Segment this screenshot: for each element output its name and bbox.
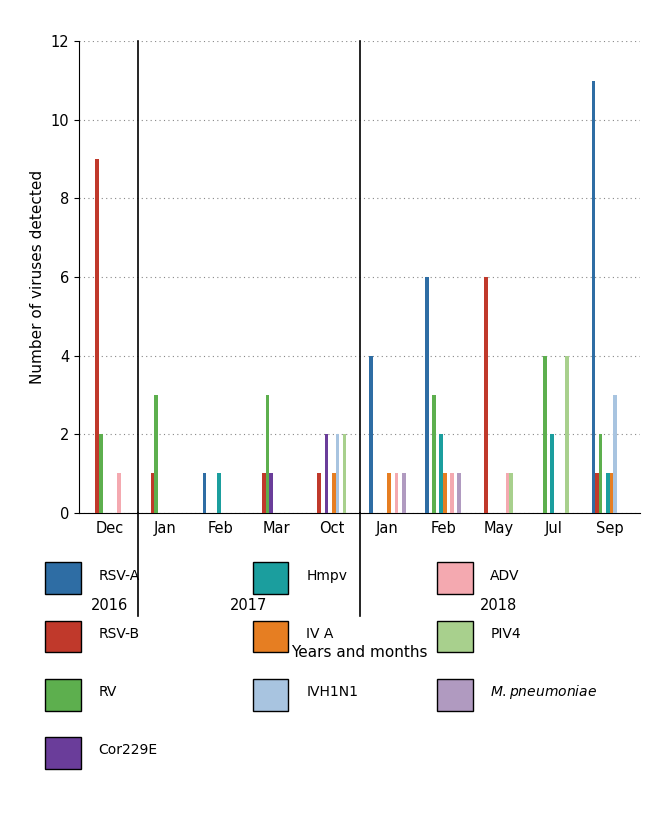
FancyBboxPatch shape — [253, 679, 288, 710]
Bar — [395, 473, 398, 513]
Bar — [432, 395, 436, 513]
Bar — [550, 434, 554, 513]
Text: Hmpv: Hmpv — [306, 569, 347, 582]
Bar — [203, 473, 207, 513]
Bar — [606, 473, 610, 513]
Bar — [610, 473, 613, 513]
Bar — [317, 473, 321, 513]
Bar — [565, 356, 568, 513]
Text: RV: RV — [98, 685, 117, 699]
Bar — [484, 277, 488, 513]
FancyBboxPatch shape — [253, 620, 288, 653]
Bar — [332, 473, 335, 513]
Text: Cor229E: Cor229E — [98, 743, 158, 758]
Text: 2016: 2016 — [91, 598, 129, 613]
Bar — [343, 434, 346, 513]
Text: IV A: IV A — [306, 627, 333, 641]
FancyBboxPatch shape — [437, 562, 473, 594]
Bar — [262, 473, 265, 513]
FancyBboxPatch shape — [45, 562, 81, 594]
Bar — [440, 434, 443, 513]
Bar — [506, 473, 510, 513]
Bar — [151, 473, 154, 513]
Bar — [99, 434, 102, 513]
Text: 2018: 2018 — [480, 598, 517, 613]
Bar — [443, 473, 447, 513]
Y-axis label: Number of viruses detected: Number of viruses detected — [30, 170, 46, 384]
Bar — [402, 473, 405, 513]
Bar — [154, 395, 158, 513]
Text: RSV-B: RSV-B — [98, 627, 139, 641]
FancyBboxPatch shape — [45, 620, 81, 653]
Bar — [599, 434, 603, 513]
Text: IVH1N1: IVH1N1 — [306, 685, 358, 699]
FancyBboxPatch shape — [45, 679, 81, 710]
Bar — [217, 473, 221, 513]
Bar — [370, 356, 373, 513]
Text: PIV4: PIV4 — [490, 627, 521, 641]
Bar — [269, 473, 273, 513]
Bar — [595, 473, 599, 513]
FancyBboxPatch shape — [437, 679, 473, 710]
FancyBboxPatch shape — [253, 562, 288, 594]
Bar — [265, 395, 269, 513]
FancyBboxPatch shape — [45, 737, 81, 769]
Bar — [335, 434, 339, 513]
Text: ADV: ADV — [490, 569, 520, 582]
Text: 2017: 2017 — [230, 598, 267, 613]
Bar — [510, 473, 513, 513]
Text: $\it{M. pneumoniae}$: $\it{M. pneumoniae}$ — [490, 683, 597, 701]
Text: RSV-A: RSV-A — [98, 569, 140, 582]
Bar — [591, 81, 595, 513]
Bar — [387, 473, 391, 513]
Bar — [543, 356, 547, 513]
Bar — [95, 159, 99, 513]
Bar — [425, 277, 428, 513]
Bar — [325, 434, 328, 513]
Bar — [450, 473, 454, 513]
Bar — [117, 473, 121, 513]
Text: Years and months: Years and months — [292, 645, 428, 660]
Bar — [613, 395, 617, 513]
FancyBboxPatch shape — [437, 620, 473, 653]
Bar — [457, 473, 461, 513]
